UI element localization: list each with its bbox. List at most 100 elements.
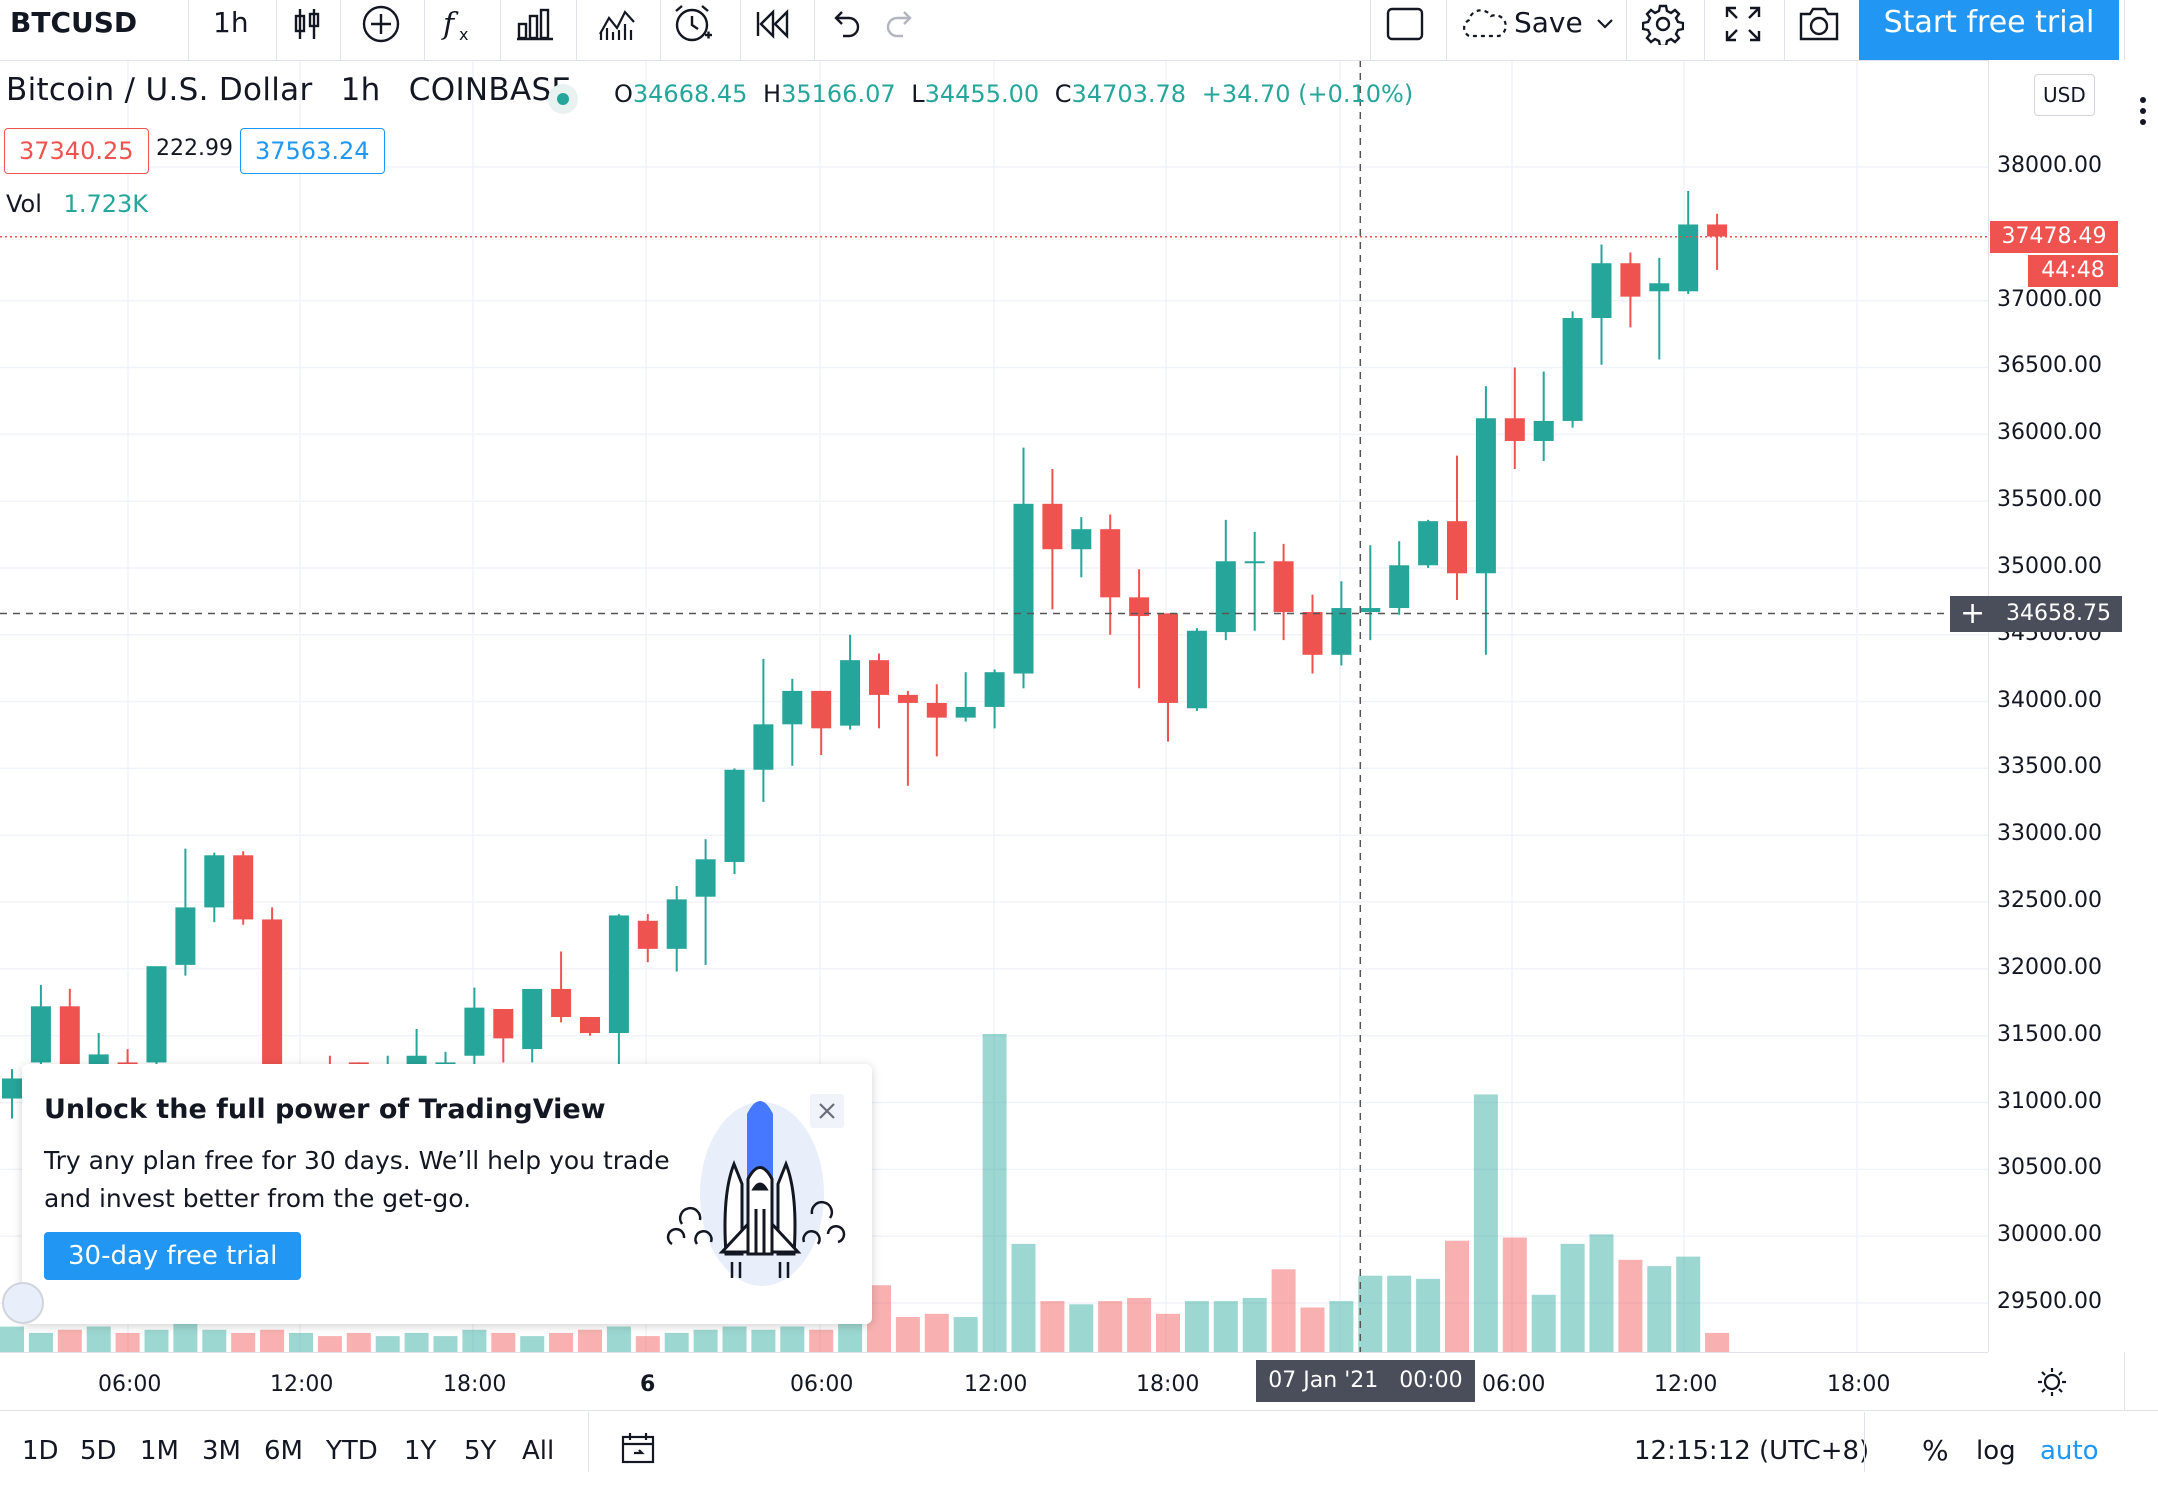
price-axis-label: 31000.00: [1997, 1088, 2102, 1114]
candle-body: [1562, 318, 1583, 421]
bottom-toolbar: [0, 1410, 2158, 1487]
symbol-search[interactable]: BTCUSD: [10, 6, 138, 39]
volume-bar: [1705, 1332, 1730, 1352]
candle-body: [897, 694, 918, 703]
price-axis-label: 36000.00: [1997, 420, 2102, 446]
candle-body: [1158, 613, 1178, 703]
candle-body: [1244, 561, 1265, 564]
volume-bar: [346, 1332, 371, 1352]
volume-bar: [1445, 1240, 1469, 1352]
candle-body: [1418, 521, 1439, 566]
volume-bar: [549, 1332, 574, 1352]
volume-label: Vol: [6, 190, 42, 218]
buy-price-button[interactable]: 37563.24: [240, 128, 385, 174]
alert-chart-icon[interactable]: [594, 2, 640, 46]
templates-icon[interactable]: [512, 2, 558, 46]
candle-body: [580, 1016, 600, 1034]
range-button-all[interactable]: All: [522, 1436, 555, 1466]
price-axis-label: 35500.00: [1997, 487, 2102, 513]
percent-scale-toggle[interactable]: %: [1922, 1434, 1949, 1467]
volume-bar: [664, 1332, 689, 1352]
more-vertical-icon[interactable]: [2139, 96, 2147, 130]
undo-icon[interactable]: [822, 2, 868, 46]
range-button-5d[interactable]: 5D: [80, 1436, 117, 1466]
close-icon[interactable]: [810, 1094, 844, 1128]
candle-body: [522, 988, 543, 1050]
replay-icon[interactable]: [750, 2, 796, 46]
cloud-save-icon[interactable]: [1456, 2, 1510, 46]
camera-icon[interactable]: [1796, 2, 1842, 46]
alarm-clock-icon[interactable]: [670, 2, 716, 46]
auto-scale-toggle[interactable]: auto: [2040, 1436, 2099, 1466]
candle-body: [1620, 263, 1641, 297]
range-button-1d[interactable]: 1D: [22, 1436, 59, 1466]
fullscreen-icon[interactable]: [1720, 2, 1766, 46]
gear-icon[interactable]: [1640, 2, 1686, 46]
currency-button[interactable]: USD: [2034, 74, 2095, 116]
goto-date-icon[interactable]: [620, 1430, 656, 1470]
volume-bar: [693, 1329, 718, 1352]
volume-bar: [578, 1329, 602, 1352]
time-axis[interactable]: [0, 1352, 1988, 1411]
range-button-1m[interactable]: 1M: [140, 1436, 179, 1466]
sell-price-button[interactable]: 37340.25: [4, 128, 149, 174]
clock-timezone[interactable]: 12:15:12 (UTC+8): [1634, 1436, 1870, 1466]
crosshair-time-label: 07 Jan '21 00:00: [1256, 1360, 1475, 1402]
interval-selector[interactable]: 1h: [213, 6, 249, 39]
candle-body: [724, 769, 745, 862]
compare-add-icon[interactable]: [358, 2, 404, 46]
candle-body: [811, 690, 832, 729]
volume-bar: [260, 1329, 285, 1352]
volume-bar: [289, 1332, 313, 1352]
range-button-6m[interactable]: 6M: [264, 1436, 303, 1466]
candle-body: [1649, 283, 1670, 292]
price-axis-label: 30500.00: [1997, 1155, 2102, 1181]
redo-icon[interactable]: [878, 2, 924, 46]
volume-bar: [173, 1323, 198, 1352]
volume-legend[interactable]: Vol 1.723K: [6, 190, 148, 218]
settings-sun-icon[interactable]: [2036, 1366, 2068, 1402]
price-axis-label: 37000.00: [1997, 286, 2102, 312]
volume-bar: [491, 1332, 516, 1352]
layout-select-icon[interactable]: [1382, 2, 1428, 46]
price-axis-label: 33500.00: [1997, 754, 2102, 780]
save-button[interactable]: Save: [1514, 6, 1583, 39]
range-button-5y[interactable]: 5Y: [464, 1436, 497, 1466]
volume-bar: [1011, 1243, 1036, 1352]
chevron-down-icon[interactable]: [1580, 2, 1630, 46]
market-status-icon[interactable]: [548, 84, 578, 114]
log-scale-toggle[interactable]: log: [1976, 1436, 2016, 1466]
candle-body: [608, 915, 629, 1034]
volume-bar: [1127, 1297, 1152, 1352]
time-axis-label: 18:00: [443, 1372, 507, 1397]
candle-body: [1042, 503, 1063, 550]
candle-body: [1475, 418, 1496, 574]
price-axis-label: 30000.00: [1997, 1222, 2102, 1248]
candle-body: [782, 690, 803, 725]
free-trial-button[interactable]: 30-day free trial: [44, 1232, 302, 1280]
chart-logo-icon[interactable]: [2, 1282, 44, 1324]
start-free-trial-button[interactable]: Start free trial: [1859, 0, 2119, 60]
range-button-ytd[interactable]: YTD: [326, 1436, 378, 1466]
plus-icon[interactable]: +: [1960, 595, 1986, 631]
candle-body: [1707, 224, 1728, 237]
volume-bar: [375, 1336, 400, 1352]
candles-style-icon[interactable]: [284, 2, 330, 46]
time-axis-label: 06:00: [98, 1372, 162, 1397]
time-axis-label: 12:00: [270, 1372, 334, 1397]
candle-body: [1186, 630, 1207, 709]
right-sidebar-strip: [2124, 60, 2158, 1410]
symbol-description: Bitcoin / U.S. Dollar: [6, 72, 313, 108]
time-axis-label: 18:00: [1136, 1372, 1200, 1397]
volume-value: 1.723K: [63, 190, 148, 218]
time-axis-label: 12:00: [964, 1372, 1028, 1397]
symbol-legend[interactable]: Bitcoin / U.S. Dollar 1h COINBASE: [6, 72, 571, 108]
candle-body: [1071, 529, 1092, 550]
candle-body: [1360, 608, 1381, 613]
range-button-3m[interactable]: 3M: [202, 1436, 241, 1466]
range-button-1y[interactable]: 1Y: [404, 1436, 437, 1466]
volume-bar: [0, 1326, 24, 1352]
candle-body: [493, 1008, 514, 1039]
volume-bar: [751, 1329, 776, 1352]
